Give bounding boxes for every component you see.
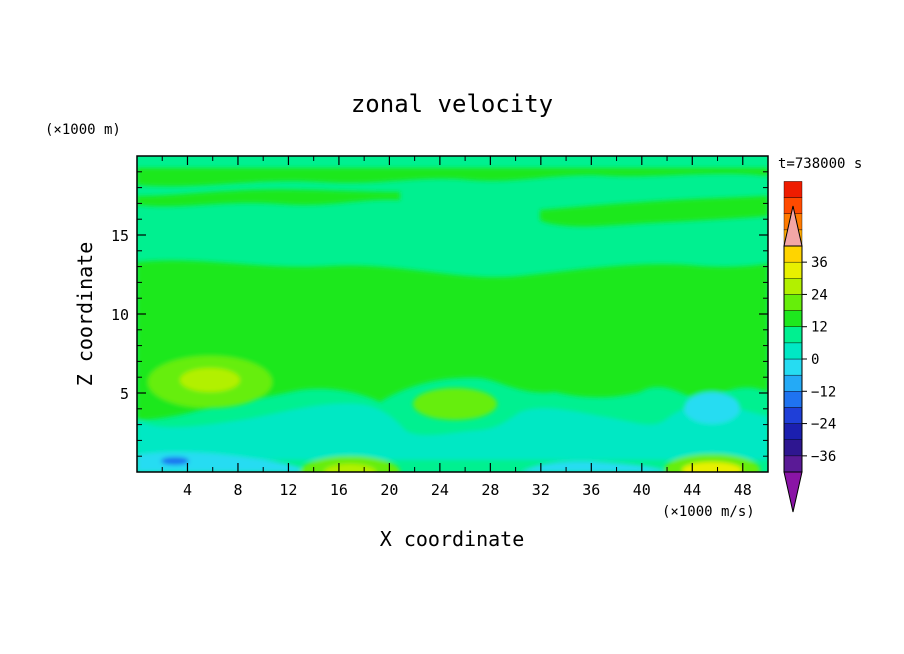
- y-unit-label: (×1000 m): [45, 122, 121, 138]
- min-pocket-left: [161, 457, 189, 465]
- x-tick-label: 24: [431, 481, 449, 499]
- x-axis-label: X coordinate: [380, 527, 525, 551]
- colorbar-swatch: [783, 310, 803, 327]
- y-tick-label: 10: [111, 306, 129, 324]
- x-unit-label: (×1000 m/s): [662, 504, 755, 520]
- max-left-core: [180, 368, 240, 392]
- field-layers: [137, 168, 768, 472]
- band-upper-positive: [137, 168, 768, 187]
- colorbar: 36 24 12 0 −12 −24 −36: [783, 181, 836, 513]
- colorbar-tick-label: −36: [811, 449, 836, 465]
- contour-field: [137, 156, 768, 472]
- colorbar-swatch: [783, 439, 803, 457]
- x-tick-label: 28: [481, 481, 499, 499]
- colorbar-tick-label: 36: [811, 255, 828, 271]
- min-pocket-right: [684, 392, 740, 424]
- colorbar-swatch: [783, 407, 803, 424]
- colorbar-swatch: [783, 374, 803, 392]
- x-tick-label: 48: [734, 481, 752, 499]
- surface-negative-right: [520, 461, 670, 472]
- colorbar-swatch: [783, 342, 803, 360]
- colorbar-tick-label: 24: [811, 287, 828, 303]
- colorbar-swatch: [783, 423, 803, 440]
- y-axis-ticks: 5 10 15: [111, 171, 768, 457]
- x-tick-label: 32: [532, 481, 550, 499]
- x-tick-label: 16: [330, 481, 348, 499]
- y-tick-label: 15: [111, 227, 129, 245]
- x-tick-label: 44: [683, 481, 701, 499]
- x-tick-label: 40: [633, 481, 651, 499]
- colorbar-swatch: [783, 294, 803, 311]
- colorbar-swatch: [783, 278, 803, 295]
- x-axis-ticks: 4 8 12 16 20 24 28 32 36 40 44 48: [161, 156, 752, 499]
- colorbar-tick-label: −12: [811, 384, 836, 400]
- time-label: t=738000 s: [778, 156, 862, 172]
- colorbar-swatch: [783, 391, 803, 408]
- x-tick-label: 4: [183, 481, 192, 499]
- x-tick-label: 20: [380, 481, 398, 499]
- max-surface-mid-core: [324, 464, 376, 472]
- colorbar-swatch: [783, 245, 803, 263]
- colorbar-tick-label: −24: [811, 417, 836, 433]
- colorbar-swatch: [783, 181, 803, 198]
- band-lower-positive: [137, 290, 768, 420]
- x-tick-label: 12: [279, 481, 297, 499]
- x-tick-label: 36: [582, 481, 600, 499]
- band-upper-streak-right: [540, 196, 768, 227]
- colorbar-tick-label: 12: [811, 320, 828, 336]
- x-tick-label: 8: [233, 481, 242, 499]
- colorbar-swatch: [783, 358, 803, 376]
- chart-title: zonal velocity: [351, 90, 553, 118]
- max-surface-right-core: [682, 462, 742, 472]
- shallow-negative-band: [137, 402, 768, 460]
- y-tick-label: 5: [120, 385, 129, 403]
- colorbar-tick-label: 0: [811, 352, 819, 368]
- surface-negative: [137, 452, 310, 472]
- band-upper-streak: [137, 189, 400, 207]
- max-mid: [413, 388, 497, 420]
- colorbar-swatch: [783, 261, 803, 279]
- colorbar-swatch: [783, 455, 803, 473]
- colorbar-under-arrow: [783, 471, 803, 513]
- y-axis-label: Z coordinate: [73, 242, 97, 387]
- colorbar-swatch: [783, 326, 803, 344]
